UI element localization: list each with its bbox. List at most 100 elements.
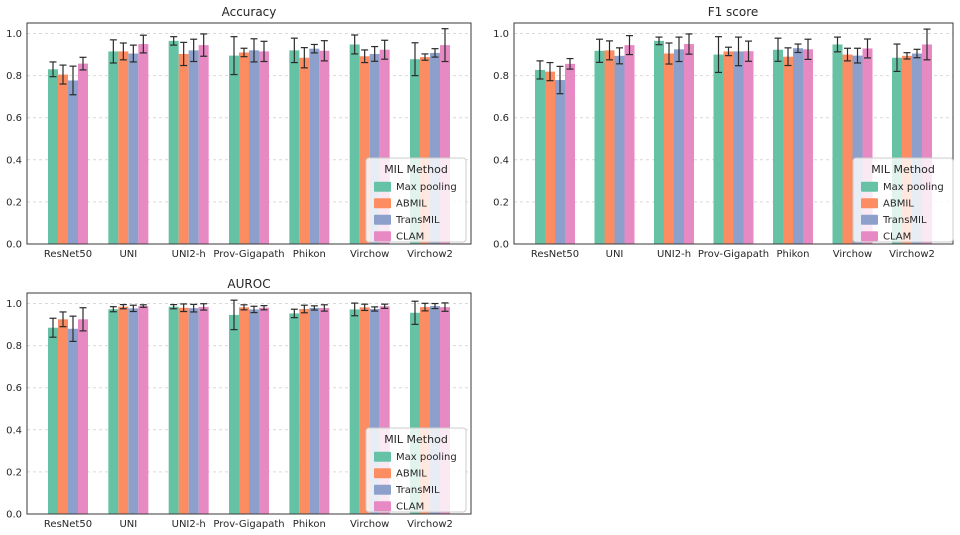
f1-score-chart: F1 score 0.0 0.2 0.4 0.6 0.8 1.0 ResNet50 UNI UN… xyxy=(493,5,954,260)
legend-swatch-abmil xyxy=(374,468,391,479)
y-tick-label: 0.8 xyxy=(493,71,509,82)
bar-max-pooling-phikon xyxy=(289,313,300,514)
bar-transmil-virchow xyxy=(369,308,380,514)
bar-transmil-uni xyxy=(128,308,139,514)
bar-transmil-prov-gigapath xyxy=(733,51,744,244)
bar-abmil-virchow xyxy=(359,56,370,245)
x-tick-label-resnet50: ResNet50 xyxy=(44,249,92,260)
legend-label-max-pooling: Max pooling xyxy=(883,182,944,193)
legend-swatch-clam xyxy=(374,231,391,242)
bar-abmil-uni xyxy=(118,51,129,244)
y-tick-label: 0.6 xyxy=(493,113,509,124)
bar-max-pooling-resnet50 xyxy=(535,69,545,244)
bar-max-pooling-prov-gigapath xyxy=(229,314,239,514)
x-tick-label-phikon: Phikon xyxy=(776,249,809,260)
bar-abmil-prov-gigapath xyxy=(239,307,249,514)
axes-frame xyxy=(26,22,472,245)
x-tick-label-virchow: Virchow xyxy=(350,249,389,260)
x-tick-label-uni2-h: UNI2-h xyxy=(172,519,206,530)
y-tick-label: 0.4 xyxy=(6,425,22,436)
legend-swatch-abmil xyxy=(861,198,878,209)
bar-abmil-uni2-h xyxy=(178,53,189,244)
y-tick-label: 1.0 xyxy=(6,299,22,310)
legend: MIL Method Max pooling ABMIL TransMIL CLAM xyxy=(365,157,467,243)
bar-clam-prov-gigapath xyxy=(259,307,269,514)
bar-transmil-phikon xyxy=(309,48,320,244)
accuracy-chart: Accuracy 0.0 0.2 0.4 0.6 0.8 1.0 ResNet50 UNI UN… xyxy=(6,5,472,260)
y-tick-label: 0.0 xyxy=(493,240,509,251)
bar-transmil-phikon xyxy=(309,307,320,514)
bar-transmil-resnet50 xyxy=(68,328,78,514)
axes-frame xyxy=(513,22,954,245)
x-tick-label-virchow2: Virchow2 xyxy=(407,519,453,530)
y-tick-label: 0.8 xyxy=(6,71,22,82)
legend-swatch-abmil xyxy=(374,198,391,209)
bar-clam-uni xyxy=(624,45,635,244)
y-tick-label: 1.0 xyxy=(493,29,509,40)
legend-swatch-clam xyxy=(374,501,391,512)
y-tick-label: 1.0 xyxy=(6,29,22,40)
legend-label-abmil: ABMIL xyxy=(396,199,427,210)
bar-transmil-uni2-h xyxy=(674,49,684,244)
bar-max-pooling-uni xyxy=(594,50,605,245)
y-tick-label: 0.4 xyxy=(493,155,509,166)
bar-clam-phikon xyxy=(319,50,330,245)
x-tick-label-phikon: Phikon xyxy=(293,249,326,260)
bar-clam-uni xyxy=(138,306,149,514)
x-tick-label-prov-gigapath: Prov-Gigapath xyxy=(698,249,769,260)
bar-clam-uni2-h xyxy=(198,45,209,244)
y-tick-label: 0.4 xyxy=(6,155,22,166)
bar-abmil-prov-gigapath xyxy=(723,51,734,244)
x-tick-label-uni2-h: UNI2-h xyxy=(657,249,691,260)
legend-label-transmil: TransMIL xyxy=(395,485,440,496)
bar-max-pooling-uni xyxy=(108,309,119,514)
bar-clam-uni2-h xyxy=(198,306,209,514)
bar-abmil-resnet50 xyxy=(58,74,68,244)
bar-abmil-virchow2 xyxy=(420,57,430,245)
bar-transmil-virchow2 xyxy=(912,53,922,245)
legend-swatch-transmil xyxy=(861,214,878,225)
legend-label-clam: CLAM xyxy=(396,232,424,243)
x-tick-label-virchow: Virchow xyxy=(833,249,872,260)
bar-max-pooling-virchow2 xyxy=(410,312,420,514)
bar-max-pooling-phikon xyxy=(289,50,300,244)
x-tick-label-uni2-h: UNI2-h xyxy=(172,249,206,260)
bar-abmil-prov-gigapath xyxy=(239,52,249,244)
bar-abmil-uni2-h xyxy=(178,307,189,514)
bar-clam-virchow xyxy=(862,48,873,244)
bar-clam-virchow xyxy=(379,49,390,245)
bar-clam-resnet50 xyxy=(78,319,88,514)
x-tick-label-prov-gigapath: Prov-Gigapath xyxy=(213,249,284,260)
bar-clam-uni xyxy=(138,44,149,244)
legend-label-transmil: TransMIL xyxy=(395,215,440,226)
legend-swatch-max-pooling xyxy=(374,181,391,192)
bar-abmil-resnet50 xyxy=(58,319,68,514)
y-tick-label: 0.8 xyxy=(6,341,22,352)
x-tick-label-resnet50: ResNet50 xyxy=(44,519,92,530)
legend-swatch-transmil xyxy=(374,214,391,225)
bar-max-pooling-resnet50 xyxy=(48,69,58,244)
bar-abmil-phikon xyxy=(299,308,310,514)
bar-abmil-virchow xyxy=(359,307,370,514)
bar-max-pooling-virchow xyxy=(349,44,360,245)
bar-clam-prov-gigapath xyxy=(259,51,269,244)
x-tick-label-virchow2: Virchow2 xyxy=(407,249,453,260)
bar-abmil-uni xyxy=(604,50,615,244)
bar-transmil-uni2-h xyxy=(188,50,199,244)
bar-clam-prov-gigapath xyxy=(743,51,754,244)
legend-swatch-transmil xyxy=(374,484,391,495)
bar-max-pooling-virchow xyxy=(349,309,360,514)
bar-abmil-uni2-h xyxy=(664,53,674,245)
bar-max-pooling-uni2-h xyxy=(168,306,179,514)
legend-title: MIL Method xyxy=(384,433,448,446)
x-tick-label-uni: UNI xyxy=(119,519,137,530)
bar-abmil-virchow2 xyxy=(420,307,430,514)
bar-clam-resnet50 xyxy=(565,63,575,244)
bar-transmil-virchow xyxy=(369,53,380,244)
legend: MIL Method Max pooling ABMIL TransMIL CLAM xyxy=(365,427,467,513)
bar-clam-virchow2 xyxy=(440,45,450,244)
legend-label-transmil: TransMIL xyxy=(882,215,927,226)
auroc-chart: AUROC 0.0 0.2 0.4 0.6 0.8 1.0 ResNet50 UNI UNI2-… xyxy=(6,277,472,530)
bar-max-pooling-resnet50 xyxy=(48,327,58,514)
